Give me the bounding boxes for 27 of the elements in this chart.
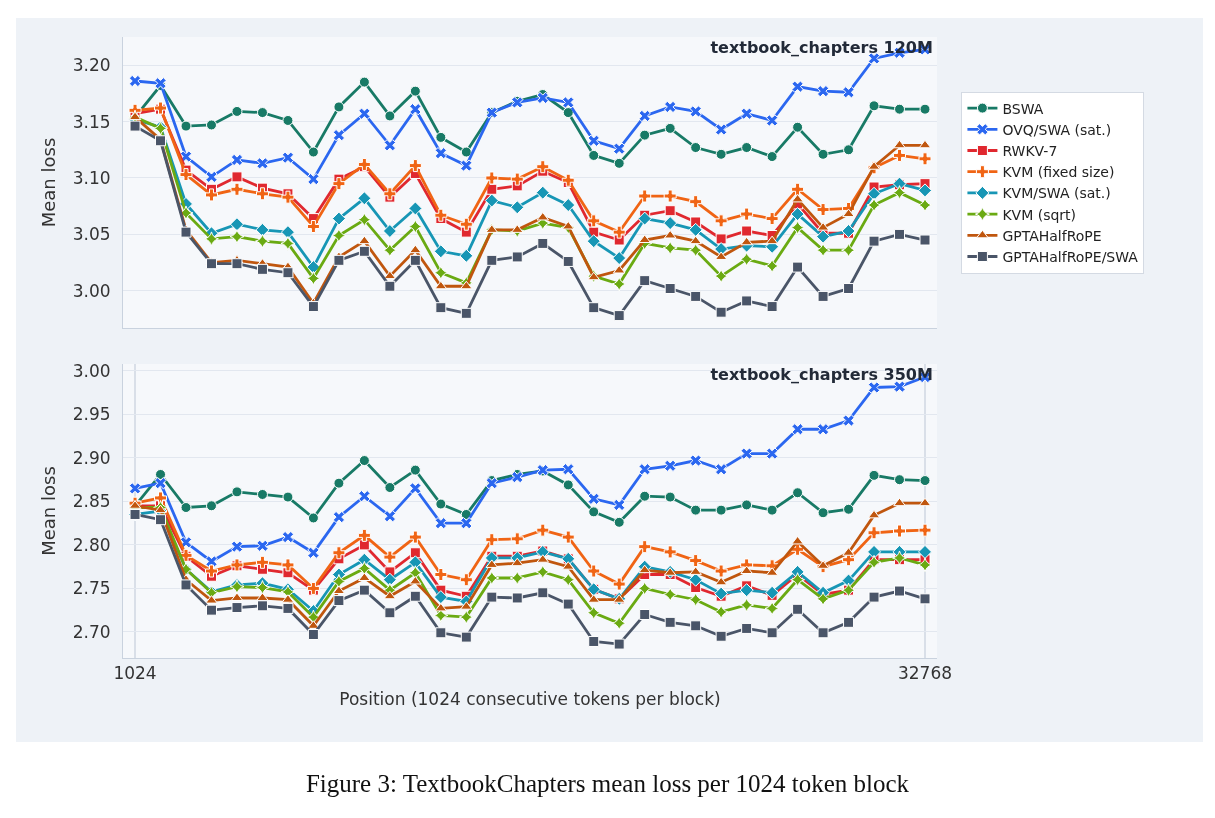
legend-label: OVQ/SWA (sat.) [1002, 121, 1112, 138]
x-tick-label: 32768 [897, 663, 953, 684]
y-tick-label: 2.90 [72, 447, 111, 468]
y-tick-label: 2.80 [72, 534, 111, 555]
legend-label: KVM (fixed size) [1002, 164, 1115, 181]
caption: Figure 3: TextbookChapters mean loss per 1024 token block [304, 770, 911, 798]
legend-label: GPTAHalfRoPE/SWA [1002, 248, 1139, 265]
legend-label: RWKV-7 [1002, 142, 1058, 159]
y-tick-label: 3.05 [72, 224, 111, 245]
y-tick-label: 2.95 [72, 404, 111, 425]
y-axis-title: Mean loss [37, 466, 59, 556]
chart-title: textbook_chapters 350M [710, 364, 933, 384]
y-tick-label: 2.75 [72, 578, 111, 599]
legend-label: GPTAHalfRoPE [1002, 227, 1102, 244]
legend-label: BSWA [1002, 100, 1044, 117]
y-tick-label: 3.20 [72, 55, 111, 76]
y-tick-label: 3.00 [72, 280, 111, 301]
legend-label: KVM/SWA (sat.) [1002, 185, 1111, 202]
y-tick-label: 3.10 [72, 167, 111, 188]
y-tick-label: 2.70 [72, 621, 111, 642]
y-tick-label: 2.85 [72, 491, 111, 512]
x-axis-title: Position (1024 consecutive tokens per block) [339, 688, 721, 709]
y-tick-label: 3.00 [72, 360, 111, 381]
y-tick-label: 3.15 [72, 111, 111, 132]
legend-label: KVM (sqrt) [1002, 206, 1077, 223]
y-axis-title: Mean loss [37, 137, 59, 228]
x-tick-label: 1024 [113, 663, 157, 684]
